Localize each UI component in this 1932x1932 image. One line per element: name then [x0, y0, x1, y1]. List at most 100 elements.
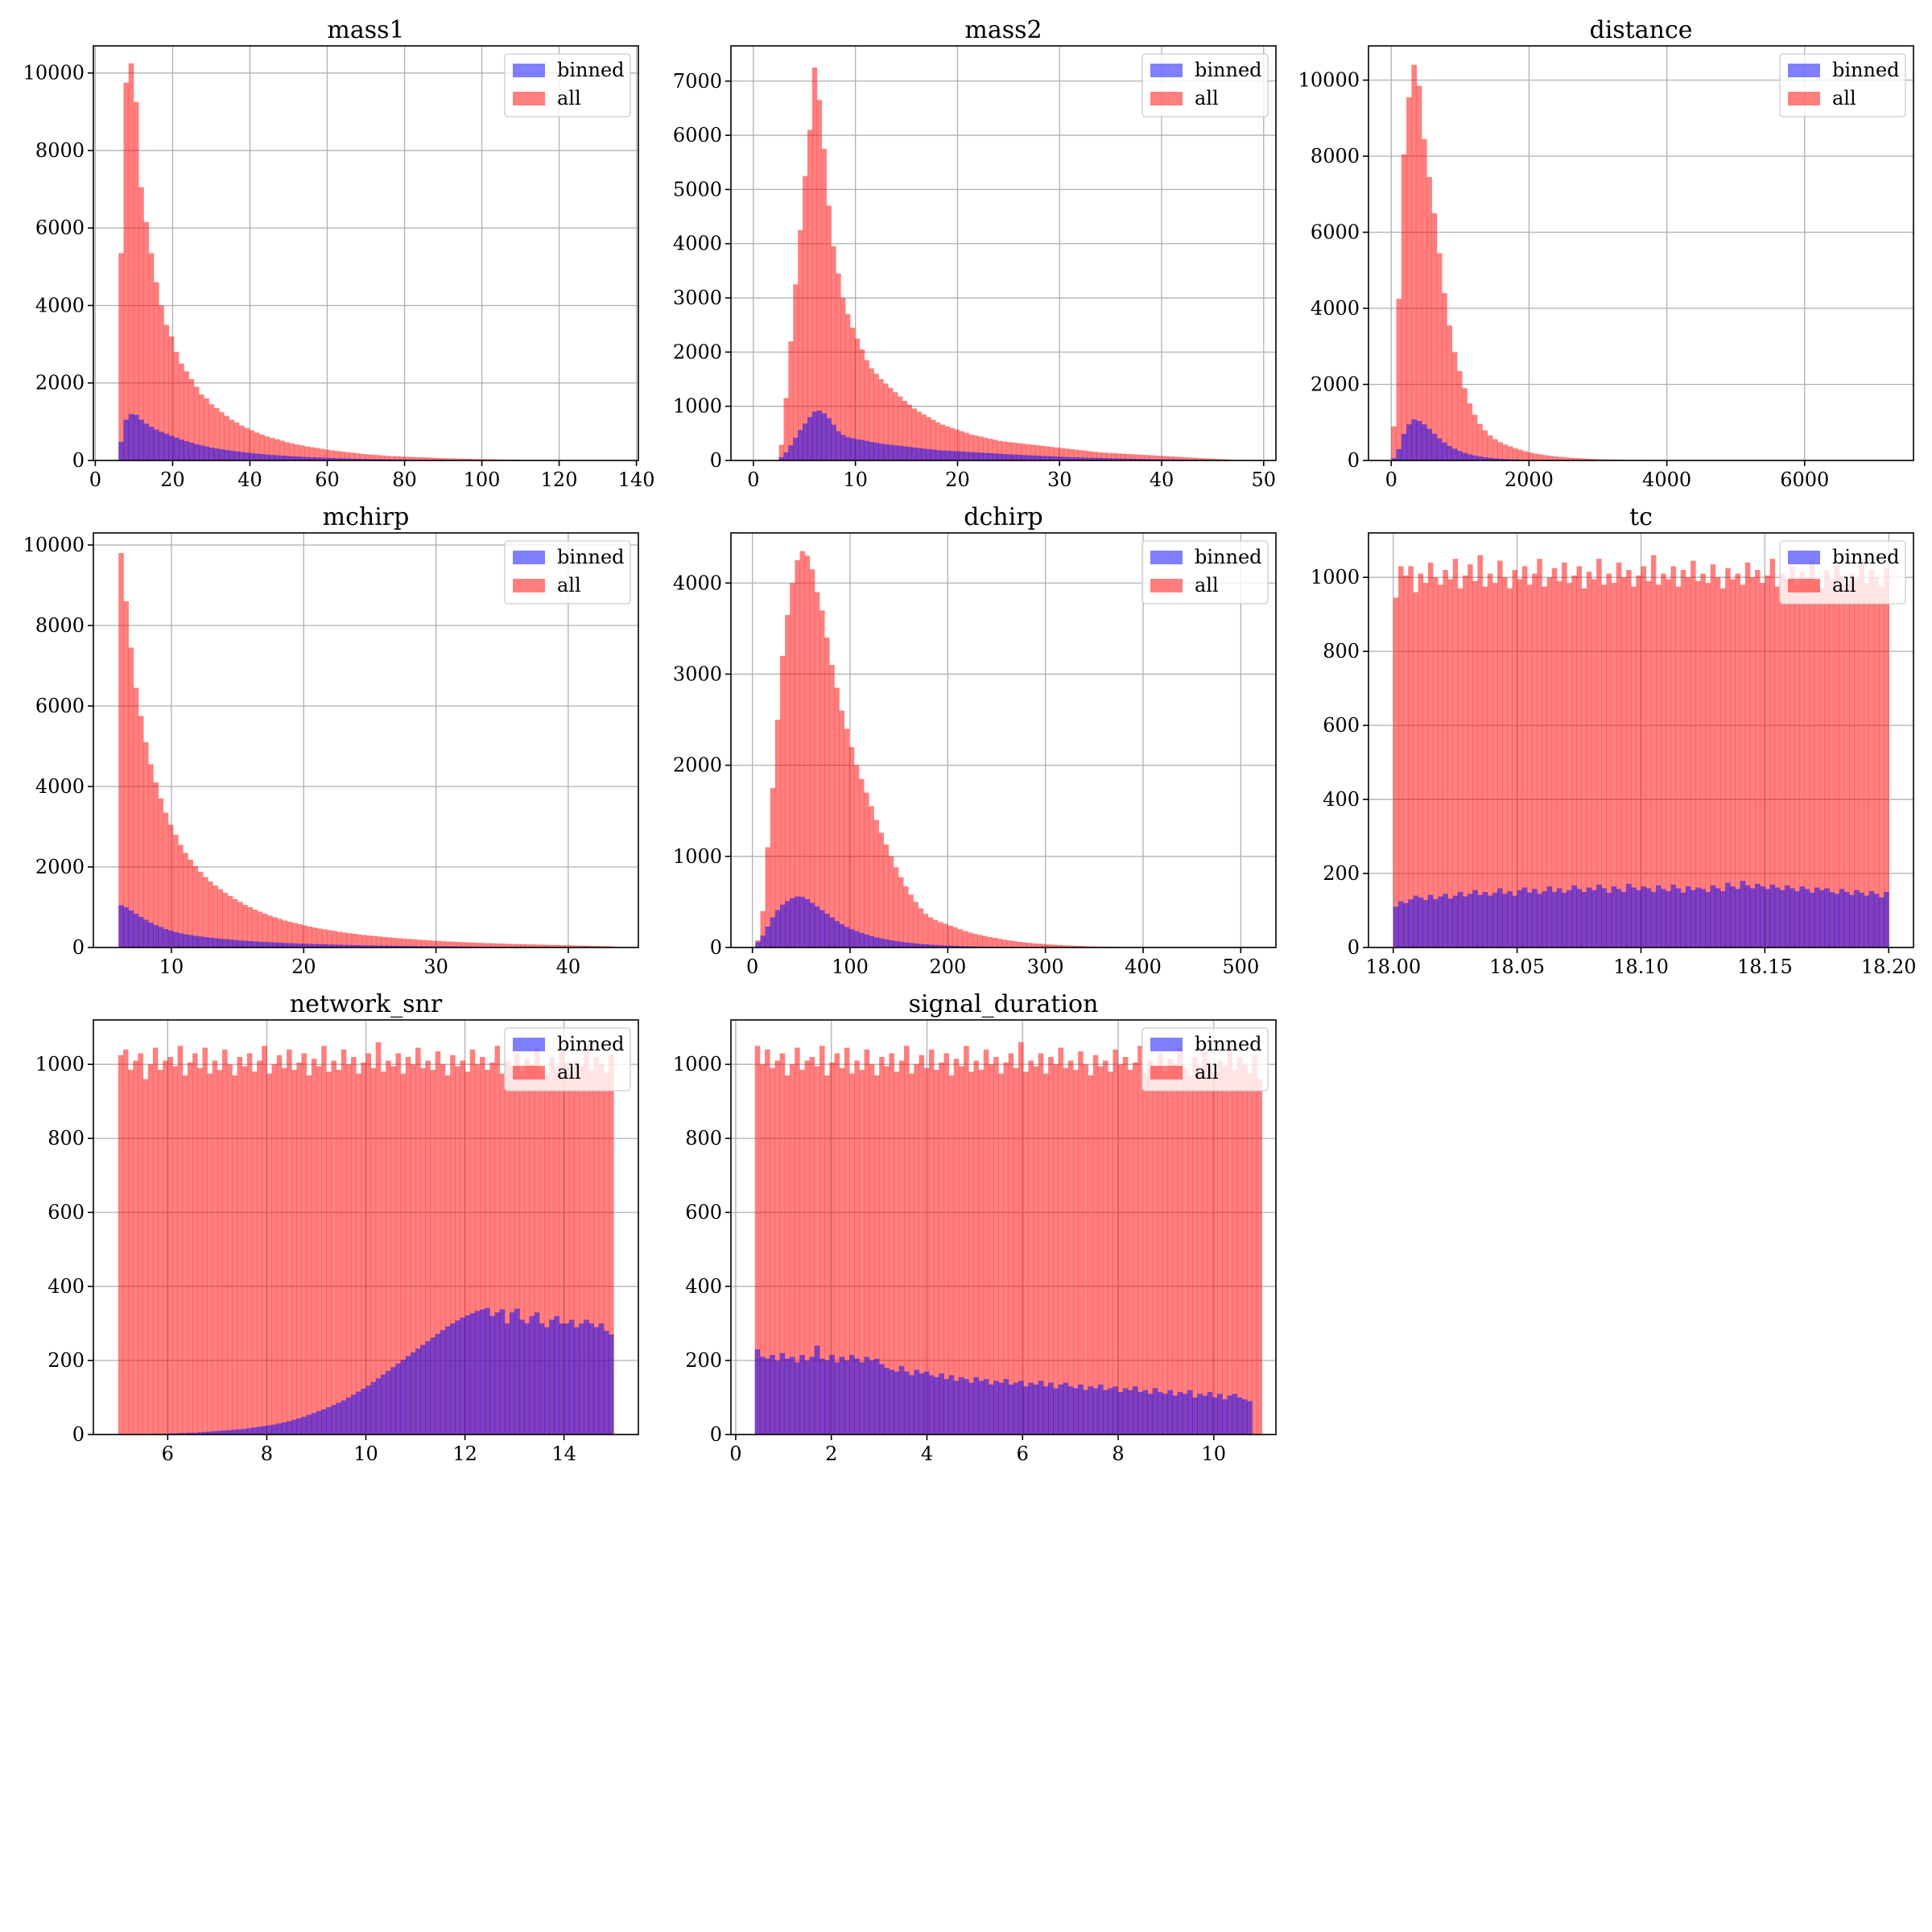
- bar-all: [1814, 580, 1820, 947]
- y-tick-label: 4000: [673, 572, 722, 594]
- bar-binned: [309, 456, 316, 460]
- bar-all: [988, 1064, 994, 1435]
- bar-binned: [1241, 1399, 1248, 1435]
- bar-all: [1196, 457, 1202, 460]
- bar-binned: [251, 1427, 258, 1435]
- bar-binned: [943, 1379, 949, 1435]
- bar-all: [475, 459, 481, 460]
- bar-binned: [983, 1379, 989, 1435]
- bar-all: [456, 942, 461, 947]
- bar-all: [381, 936, 387, 947]
- bar-binned: [906, 447, 913, 460]
- bar-all: [997, 939, 1003, 947]
- bar-all: [1403, 575, 1409, 947]
- bar-all: [1227, 1046, 1233, 1435]
- legend-label-binned: binned: [557, 1033, 625, 1055]
- bar-all: [1092, 452, 1097, 460]
- bar-all: [374, 455, 381, 460]
- bar-all: [242, 905, 248, 947]
- bar-all: [927, 917, 934, 947]
- bar-all: [509, 1066, 515, 1435]
- bar-all: [954, 429, 960, 460]
- bar-all: [778, 444, 784, 460]
- bar-binned: [770, 917, 776, 947]
- bar-binned: [1401, 433, 1407, 460]
- bar-all: [1705, 583, 1711, 947]
- bar-all: [953, 1059, 960, 1435]
- bar-all: [765, 1049, 770, 1435]
- bar-binned: [1088, 1386, 1094, 1435]
- bar-all: [1001, 939, 1008, 947]
- bar-binned: [213, 448, 220, 460]
- bar-binned: [420, 1344, 426, 1435]
- bar-all: [361, 935, 367, 947]
- bar-all: [593, 1056, 600, 1435]
- legend-swatch-all: [1788, 92, 1820, 105]
- bar-all: [952, 927, 958, 947]
- bar-binned: [1087, 457, 1093, 460]
- bar-binned: [1048, 1382, 1054, 1435]
- bar-all: [902, 400, 908, 460]
- bar-all: [779, 1053, 786, 1435]
- bar-binned: [374, 459, 381, 460]
- bar-all: [814, 1066, 820, 1435]
- bar-binned: [1873, 894, 1880, 947]
- bar-all: [401, 939, 407, 947]
- bar-all: [271, 1064, 278, 1435]
- bar-all: [765, 847, 771, 947]
- x-tick-label: 50: [1252, 469, 1277, 491]
- bar-all: [192, 866, 199, 947]
- bar-all: [244, 427, 250, 460]
- bar-binned: [947, 945, 953, 947]
- bar-all: [1125, 453, 1131, 460]
- bar-all: [1011, 442, 1017, 460]
- y-tick-label: 2000: [1311, 374, 1360, 396]
- bar-all: [1152, 1066, 1158, 1435]
- bar-binned: [859, 1362, 865, 1435]
- bar-all: [1133, 1062, 1138, 1435]
- bar-binned: [1462, 896, 1468, 947]
- bar-binned: [272, 942, 278, 947]
- bar-binned: [192, 1432, 198, 1435]
- chart-title: distance: [1589, 16, 1692, 44]
- bar-binned: [514, 1308, 520, 1435]
- y-tick-label: 4000: [1311, 297, 1360, 320]
- bar-binned: [519, 1319, 525, 1435]
- bar-all: [327, 930, 332, 947]
- bar-all: [1472, 580, 1478, 947]
- bar-all: [1558, 456, 1564, 460]
- bar-all: [187, 1062, 193, 1435]
- bar-binned: [1447, 898, 1454, 947]
- bar-binned: [371, 945, 378, 947]
- bar-binned: [202, 937, 208, 947]
- bar-binned: [178, 933, 184, 947]
- bar-binned: [908, 943, 914, 947]
- bar-all: [1472, 415, 1478, 460]
- bar-binned: [336, 1402, 342, 1435]
- bar-all: [370, 1067, 377, 1435]
- bar-all: [490, 943, 496, 947]
- bar-all: [279, 440, 285, 460]
- bar-binned: [1147, 1393, 1154, 1435]
- bar-binned: [254, 453, 260, 460]
- x-tick-label: 0: [1385, 469, 1397, 491]
- bar-binned: [279, 455, 285, 460]
- bar-all: [1252, 1055, 1257, 1435]
- bar-binned: [1790, 888, 1795, 947]
- bar-all: [1487, 435, 1493, 460]
- bar-binned: [1606, 892, 1612, 947]
- bar-all: [1075, 945, 1082, 947]
- bar-binned: [118, 441, 124, 460]
- bar-binned: [1222, 1399, 1228, 1435]
- bar-all: [485, 1070, 490, 1435]
- bar-all: [208, 881, 213, 947]
- x-tick-label: 0: [729, 1443, 741, 1465]
- bar-all: [489, 1062, 495, 1435]
- bar-binned: [954, 451, 960, 460]
- bar-all: [779, 655, 786, 947]
- bar-all: [332, 931, 337, 947]
- bar-all: [1744, 562, 1751, 947]
- bar-all: [1547, 456, 1554, 460]
- bar-all: [339, 451, 345, 460]
- bar-all: [1779, 573, 1785, 947]
